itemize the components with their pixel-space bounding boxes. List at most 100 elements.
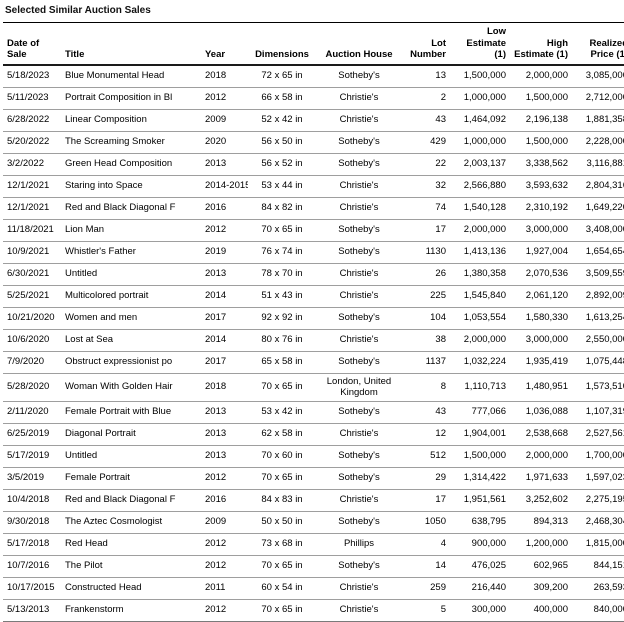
page-title: Selected Similar Auction Sales xyxy=(5,5,151,16)
auction-sales-table: Date of Sale Title Year Dimensions Aucti… xyxy=(3,22,624,622)
cell-title: The Pilot xyxy=(61,555,201,578)
cell-date-of-sale: 12/1/2021 xyxy=(3,175,61,198)
cell-year: 2012 xyxy=(201,467,248,490)
cell-low-estimate: 1,032,224 xyxy=(450,351,510,374)
cell-low-estimate: 2,003,137 xyxy=(450,153,510,176)
cell-high-estimate: 2,310,192 xyxy=(510,197,572,220)
cell-date-of-sale: 7/9/2020 xyxy=(3,351,61,374)
cell-title: Red and Black Diagonal F xyxy=(61,197,201,220)
cell-title: Whistler's Father xyxy=(61,241,201,264)
cell-title: Blue Monumental Head xyxy=(61,64,201,88)
cell-low-estimate: 1,500,000 xyxy=(450,445,510,468)
table-row: 2/11/2020 Female Portrait with Blue 2013… xyxy=(3,401,624,424)
cell-high-estimate: 2,000,000 xyxy=(510,445,572,468)
cell-realized-price: 2,712,000 xyxy=(572,87,624,110)
cell-low-estimate: 900,000 xyxy=(450,533,510,556)
cell-date-of-sale: 5/25/2021 xyxy=(3,285,61,308)
cell-lot-number: 8 xyxy=(402,373,450,402)
cell-realized-price: 2,550,000 xyxy=(572,329,624,352)
cell-date-of-sale: 5/18/2023 xyxy=(3,64,61,88)
table-row: 11/18/2021 Lion Man 2012 70 x 65 in Soth… xyxy=(3,219,624,242)
cell-dimensions: 73 x 68 in xyxy=(248,533,316,556)
table-row: 10/17/2015 Constructed Head 2011 60 x 54… xyxy=(3,577,624,600)
cell-high-estimate: 309,200 xyxy=(510,577,572,600)
cell-auction-house: Sotheby's xyxy=(316,511,402,534)
cell-lot-number: 1137 xyxy=(402,351,450,374)
cell-date-of-sale: 5/13/2013 xyxy=(3,599,61,622)
table-row: 7/9/2020 Obstruct expressionist po 2017 … xyxy=(3,351,624,374)
cell-lot-number: 17 xyxy=(402,489,450,512)
column-header-low-estimate: Low Estimate (1) xyxy=(450,22,510,66)
cell-lot-number: 29 xyxy=(402,467,450,490)
table-row: 5/18/2023 Blue Monumental Head 2018 72 x… xyxy=(3,64,624,88)
cell-auction-house: Sotheby's xyxy=(316,445,402,468)
cell-date-of-sale: 6/25/2019 xyxy=(3,423,61,446)
cell-year: 2014 xyxy=(201,329,248,352)
table-row: 5/17/2018 Red Head 2012 73 x 68 in Phill… xyxy=(3,533,624,556)
cell-lot-number: 104 xyxy=(402,307,450,330)
cell-dimensions: 53 x 44 in xyxy=(248,175,316,198)
cell-title: Woman With Golden Hair xyxy=(61,373,201,402)
cell-lot-number: 43 xyxy=(402,401,450,424)
cell-high-estimate: 1,971,633 xyxy=(510,467,572,490)
cell-dimensions: 70 x 65 in xyxy=(248,555,316,578)
cell-realized-price: 1,613,254 xyxy=(572,307,624,330)
table-row: 12/1/2021 Staring into Space 2014-2015 5… xyxy=(3,175,624,198)
cell-dimensions: 84 x 82 in xyxy=(248,197,316,220)
cell-lot-number: 74 xyxy=(402,197,450,220)
cell-realized-price: 3,408,000 xyxy=(572,219,624,242)
cell-year: 2016 xyxy=(201,489,248,512)
cell-dimensions: 70 x 65 in xyxy=(248,219,316,242)
cell-date-of-sale: 10/21/2020 xyxy=(3,307,61,330)
cell-title: The Screaming Smoker xyxy=(61,131,201,154)
cell-realized-price: 3,509,559 xyxy=(572,263,624,286)
table-header: Date of Sale Title Year Dimensions Aucti… xyxy=(3,22,624,66)
cell-low-estimate: 300,000 xyxy=(450,599,510,622)
table-body: 5/18/2023 Blue Monumental Head 2018 72 x… xyxy=(3,64,624,622)
cell-dimensions: 66 x 58 in xyxy=(248,87,316,110)
cell-realized-price: 1,654,654 xyxy=(572,241,624,264)
table-row: 12/1/2021 Red and Black Diagonal F 2016 … xyxy=(3,197,624,220)
header-row: Date of Sale Title Year Dimensions Aucti… xyxy=(3,22,624,66)
table-row: 5/28/2020 Woman With Golden Hair 2018 70… xyxy=(3,373,624,402)
cell-low-estimate: 1,380,358 xyxy=(450,263,510,286)
cell-auction-house: Christie's xyxy=(316,109,402,132)
cell-title: Untitled xyxy=(61,445,201,468)
cell-year: 2018 xyxy=(201,64,248,88)
cell-high-estimate: 3,338,562 xyxy=(510,153,572,176)
cell-dimensions: 56 x 50 in xyxy=(248,131,316,154)
cell-date-of-sale: 6/28/2022 xyxy=(3,109,61,132)
cell-year: 2012 xyxy=(201,555,248,578)
cell-year: 2017 xyxy=(201,351,248,374)
cell-realized-price: 1,700,000 xyxy=(572,445,624,468)
cell-title: Red and Black Diagonal F xyxy=(61,489,201,512)
cell-dimensions: 70 x 65 in xyxy=(248,599,316,622)
cell-lot-number: 4 xyxy=(402,533,450,556)
cell-high-estimate: 400,000 xyxy=(510,599,572,622)
cell-year: 2017 xyxy=(201,307,248,330)
cell-high-estimate: 1,935,419 xyxy=(510,351,572,374)
cell-year: 2012 xyxy=(201,87,248,110)
cell-date-of-sale: 2/11/2020 xyxy=(3,401,61,424)
cell-date-of-sale: 5/20/2022 xyxy=(3,131,61,154)
cell-realized-price: 1,573,510 xyxy=(572,373,624,402)
cell-realized-price: 1,881,358 xyxy=(572,109,624,132)
cell-realized-price: 3,116,881 xyxy=(572,153,624,176)
cell-date-of-sale: 9/30/2018 xyxy=(3,511,61,534)
cell-lot-number: 1130 xyxy=(402,241,450,264)
cell-lot-number: 512 xyxy=(402,445,450,468)
cell-dimensions: 60 x 54 in xyxy=(248,577,316,600)
cell-year: 2012 xyxy=(201,533,248,556)
cell-year: 2012 xyxy=(201,219,248,242)
cell-high-estimate: 1,500,000 xyxy=(510,131,572,154)
cell-lot-number: 17 xyxy=(402,219,450,242)
cell-low-estimate: 2,000,000 xyxy=(450,329,510,352)
table-row: 3/2/2022 Green Head Composition 2013 56 … xyxy=(3,153,624,176)
cell-title: Women and men xyxy=(61,307,201,330)
cell-title: Portrait Composition in Bl xyxy=(61,87,201,110)
cell-date-of-sale: 11/18/2021 xyxy=(3,219,61,242)
cell-date-of-sale: 3/2/2022 xyxy=(3,153,61,176)
cell-low-estimate: 1,110,713 xyxy=(450,373,510,402)
cell-realized-price: 2,804,316 xyxy=(572,175,624,198)
cell-low-estimate: 1,000,000 xyxy=(450,87,510,110)
